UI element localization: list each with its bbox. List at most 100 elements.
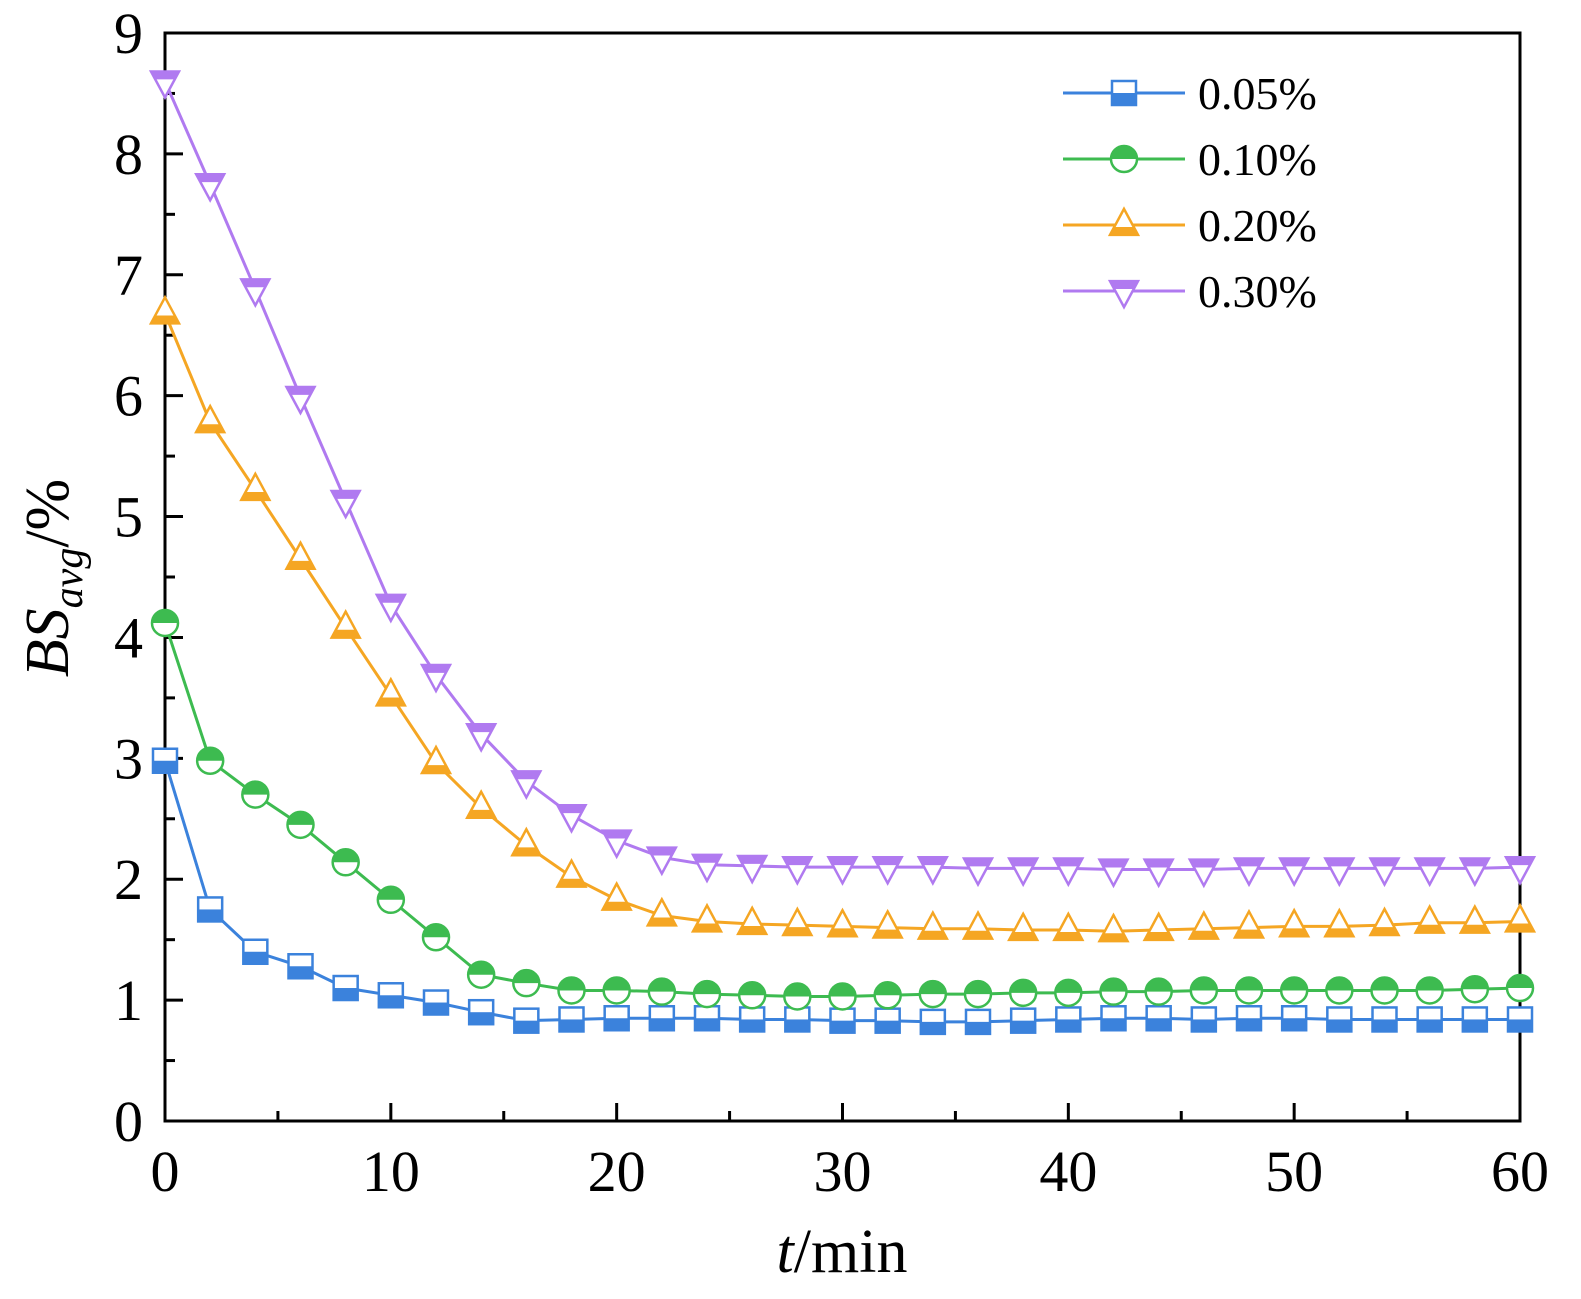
data-point — [1505, 973, 1535, 1003]
data-point — [286, 810, 315, 840]
data-point — [1232, 908, 1266, 939]
data-point — [690, 902, 724, 933]
data-point — [961, 910, 995, 940]
data-point — [871, 856, 904, 886]
data-point — [1189, 976, 1219, 1005]
data-point — [1460, 974, 1490, 1004]
data-point — [557, 976, 586, 1005]
data-point — [555, 858, 588, 888]
data-point — [150, 608, 180, 638]
data-point — [1190, 1006, 1218, 1033]
data-point — [1413, 857, 1446, 888]
data-point — [916, 910, 949, 940]
data-point — [738, 1006, 766, 1033]
data-point — [194, 172, 227, 203]
data-point — [1279, 976, 1309, 1005]
data-point — [829, 1007, 856, 1034]
legend-marker — [1107, 279, 1141, 310]
data-point — [1234, 976, 1264, 1005]
data-point — [826, 907, 859, 938]
data-point — [195, 746, 225, 776]
data-point — [332, 974, 359, 1002]
tick-labels: 0 10 20 30 40 50 60 0 1 2 3 4 5 6 7 8 9 — [114, 1, 1549, 1204]
data-point — [736, 905, 769, 936]
data-point — [241, 780, 270, 809]
data-point — [1278, 857, 1311, 888]
y-tick-label: 0 — [114, 1089, 143, 1154]
series-0.30% — [148, 70, 1537, 889]
data-point — [510, 826, 543, 857]
legend: 0.05% 0.10% 0.20% 0.30% — [1063, 68, 1317, 317]
data-point — [1187, 910, 1220, 940]
y-tick-label: 2 — [114, 847, 143, 912]
data-point — [1368, 857, 1401, 888]
data-point — [1142, 911, 1175, 942]
plot-area-border — [163, 31, 1522, 1123]
x-tick-label: 60 — [1491, 1139, 1549, 1204]
data-point — [512, 968, 541, 998]
data-point — [1416, 1006, 1443, 1033]
data-point — [600, 881, 633, 911]
data-point — [421, 922, 451, 952]
data-point — [329, 609, 362, 639]
y-tick-label: 7 — [114, 243, 143, 308]
data-point — [148, 294, 182, 325]
data-point — [1100, 1004, 1127, 1032]
data-point — [692, 979, 722, 1009]
data-point — [737, 981, 767, 1010]
data-point — [1142, 858, 1175, 889]
series-0.10% — [150, 608, 1535, 1011]
x-tick-label: 20 — [588, 1139, 646, 1204]
plot-frame — [163, 31, 1522, 1123]
data-point — [693, 1004, 721, 1032]
data-point — [1278, 907, 1311, 938]
data-point — [465, 789, 498, 820]
data-point — [874, 1007, 901, 1034]
data-point — [1235, 1004, 1263, 1032]
data-point — [1503, 902, 1537, 933]
data-point — [284, 385, 317, 416]
legend-item: 0.05% — [1063, 68, 1317, 119]
y-tick-label: 5 — [114, 485, 143, 550]
data-point — [1008, 978, 1038, 1008]
data-point — [374, 593, 407, 624]
data-point — [1097, 912, 1130, 943]
data-point — [148, 70, 182, 101]
data-point — [1370, 976, 1399, 1005]
data-point — [1368, 906, 1401, 937]
y-tick-label: 3 — [114, 726, 143, 791]
data-point — [873, 981, 902, 1010]
data-point — [1007, 857, 1040, 888]
data-point — [1458, 857, 1491, 888]
series-line — [163, 312, 1521, 933]
y-tick-label: 9 — [114, 1, 143, 66]
data-point — [466, 960, 496, 989]
legend-marker — [1110, 79, 1138, 107]
data-point — [1055, 1006, 1082, 1033]
data-point — [558, 1006, 585, 1033]
data-point — [918, 979, 948, 1009]
data-point — [1415, 976, 1444, 1005]
data-point — [422, 989, 450, 1016]
legend-marker — [1109, 144, 1139, 174]
data-point — [1280, 1004, 1308, 1032]
legend-marker — [1107, 206, 1141, 237]
data-point — [513, 1007, 540, 1034]
data-point — [1052, 911, 1085, 942]
data-point — [1413, 903, 1446, 934]
data-point — [1371, 1006, 1398, 1033]
data-point — [1007, 911, 1040, 942]
data-point — [374, 676, 407, 707]
data-point — [1326, 1006, 1353, 1033]
data-point — [648, 1004, 676, 1032]
data-point — [828, 982, 857, 1011]
legend-item: 0.30% — [1063, 266, 1317, 317]
data-point — [736, 854, 769, 885]
x-tick-label: 0 — [151, 1139, 180, 1204]
data-point — [964, 1008, 992, 1036]
data-point — [331, 848, 360, 877]
y-tick-label: 4 — [114, 605, 143, 670]
data-point — [783, 982, 812, 1011]
data-point — [467, 998, 495, 1026]
data-point — [871, 908, 904, 939]
